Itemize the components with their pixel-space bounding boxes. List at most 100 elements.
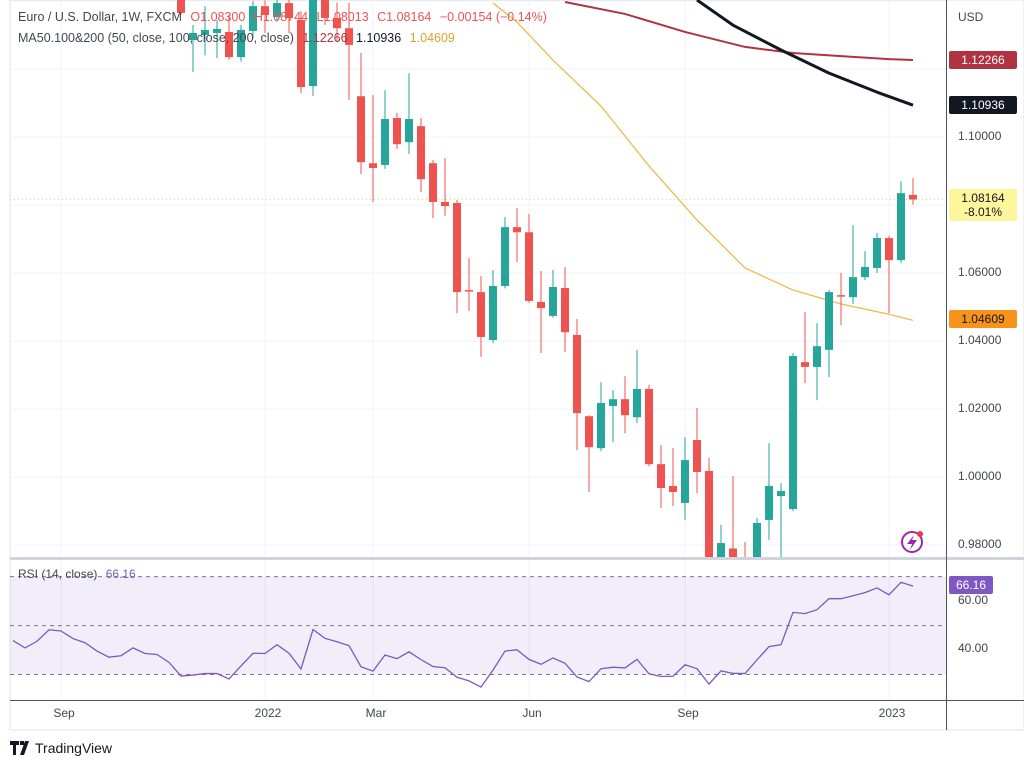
candle: [744, 542, 746, 557]
candle: [837, 273, 845, 326]
price-tick-label: 1.00000: [958, 469, 1002, 484]
candle: [441, 158, 449, 216]
candle: [381, 90, 389, 170]
candle: [549, 269, 557, 318]
candle: [753, 517, 761, 557]
candle-body: [213, 28, 221, 33]
candle-body: [861, 266, 869, 278]
candle-body: [729, 548, 737, 557]
candle: [465, 258, 473, 312]
candle: [849, 225, 857, 305]
price-tick-label: 1.10000: [958, 129, 1002, 144]
candle-body: [273, 3, 281, 18]
candle-body: [825, 292, 833, 350]
rsi-legend: RSI (14, close) 66.16: [18, 567, 141, 581]
candle-body: [441, 201, 449, 207]
rsi-value-badge: 66.16: [949, 576, 993, 594]
candle-body: [765, 485, 773, 520]
candle: [489, 269, 497, 344]
candle: [225, 14, 233, 60]
time-axis-label: Jun: [522, 706, 542, 720]
candle: [309, 0, 317, 96]
candle: [861, 250, 869, 281]
ma200-badge: 1.12266: [949, 51, 1017, 69]
candle: [321, 0, 329, 25]
lightning-icon[interactable]: [901, 531, 923, 553]
candle: [561, 266, 569, 352]
candle: [501, 216, 509, 289]
candle-body: [621, 399, 629, 416]
candle-body: [549, 287, 557, 316]
candle-body: [285, 3, 293, 19]
candle: [453, 199, 461, 314]
ma200-line: [564, 1, 914, 61]
candle: [393, 112, 401, 149]
candle-body: [489, 285, 497, 341]
currency-label: USD: [958, 10, 984, 24]
candle-body: [645, 389, 653, 465]
candle-body: [453, 203, 461, 293]
candle: [429, 160, 437, 218]
ma100-value: 1.10936: [356, 31, 402, 45]
ma-title[interactable]: MA50.100&200 (50, close, 100, close, 200…: [18, 31, 294, 45]
logo-text: TradingView: [35, 740, 113, 756]
candle: [573, 318, 581, 451]
tradingview-logo-icon: [10, 741, 29, 755]
candle: [405, 73, 413, 155]
candle: [657, 445, 665, 509]
candle-body: [537, 301, 545, 309]
last-price-badge: 1.08164 -8.01%: [949, 189, 1017, 221]
candle: [633, 349, 641, 424]
ma100-badge: 1.10936: [949, 96, 1017, 114]
candle: [609, 390, 617, 443]
candle: [789, 352, 797, 512]
candle: [681, 436, 689, 520]
candle: [813, 323, 821, 401]
candle-body: [225, 31, 233, 58]
candle: [765, 443, 773, 540]
candle-body: [261, 6, 269, 15]
candle: [285, 0, 293, 33]
candle: [705, 458, 713, 557]
candle: [333, 2, 341, 42]
candle: [777, 483, 785, 557]
candle-body: [609, 399, 617, 407]
symbol-legend: Euro / U.S. Dollar, 1W, FXCM O1.08300 H1…: [18, 10, 552, 24]
candle-body: [849, 277, 857, 298]
candle: [417, 117, 425, 193]
candle-body: [633, 389, 641, 418]
candle: [897, 181, 905, 263]
candle: [693, 408, 701, 494]
price-tick-label: 1.04000: [958, 333, 1002, 348]
tradingview-logo[interactable]: TradingView: [10, 740, 112, 756]
candle-body: [417, 126, 425, 180]
candle-body: [837, 295, 845, 297]
ma50-value: 1.04609: [409, 31, 455, 45]
candle-body: [897, 193, 905, 261]
rsi-line-layer: [12, 581, 914, 688]
candle-body: [189, 32, 197, 41]
ma100-line: [696, 0, 914, 107]
candle: [729, 476, 737, 557]
rsi-title[interactable]: RSI (14, close): [18, 567, 98, 581]
candle-body: [381, 119, 389, 165]
ma200-value: 1.12266: [302, 31, 348, 45]
time-axis-label: Sep: [53, 706, 75, 720]
time-axis-label: 2022: [254, 706, 282, 720]
candle: [621, 376, 629, 434]
ohlc-open: O1.08300: [190, 10, 246, 24]
symbol-title[interactable]: Euro / U.S. Dollar, 1W, FXCM: [18, 10, 182, 24]
candle-body: [345, 28, 353, 45]
candle-body: [321, 0, 329, 19]
last-price: 1.08164: [961, 191, 1005, 205]
candle: [477, 276, 485, 358]
candle: [261, 0, 269, 33]
candle: [597, 382, 605, 452]
candle-body: [369, 163, 377, 168]
candle: [585, 415, 593, 493]
chart-frame: [9, 0, 1024, 731]
candle-body: [657, 464, 665, 488]
candle: [213, 20, 221, 59]
candle: [249, 1, 257, 39]
